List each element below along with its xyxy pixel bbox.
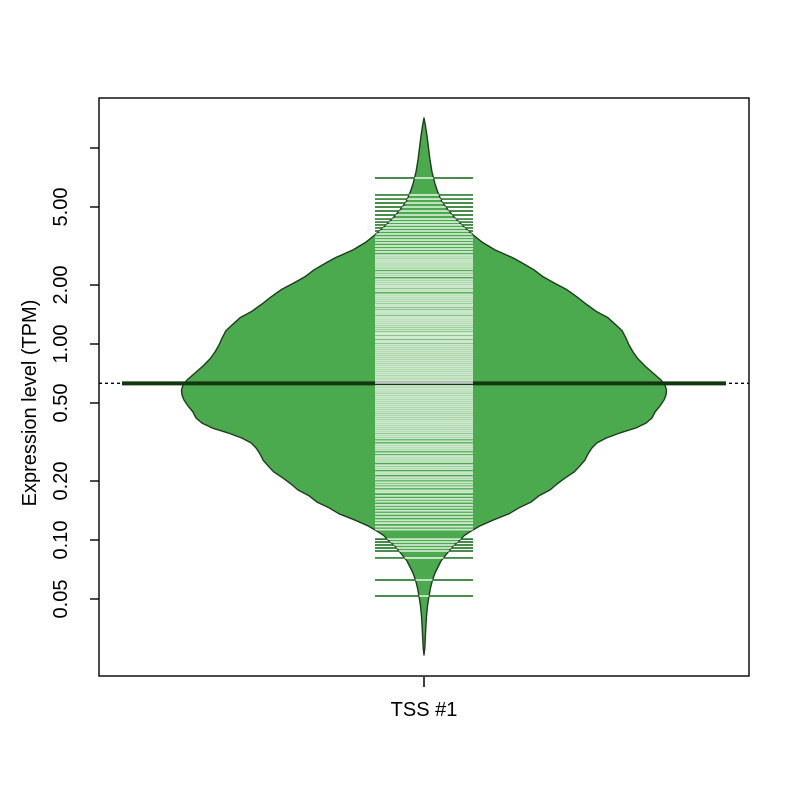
y-tick-label: 2.00 [50, 266, 72, 305]
y-axis-group: 5.00 2.00 1.00 0.50 0.20 0.10 0.05 Expression l… [19, 147, 99, 619]
y-tick-label: 5.00 [50, 188, 72, 227]
y-tick-label: 0.20 [50, 462, 72, 501]
y-tick-label: 0.10 [50, 521, 72, 560]
y-tick-label: 0.50 [50, 384, 72, 423]
y-tick-label: 1.00 [50, 325, 72, 364]
y-axis-title: Expression level (TPM) [19, 300, 41, 507]
x-category-label: TSS #1 [391, 699, 458, 721]
beanlines-light-group [375, 177, 473, 597]
y-tick-label: 0.05 [50, 580, 72, 619]
